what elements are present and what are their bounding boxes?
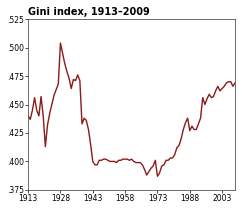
Text: Gini index, 1913–2009: Gini index, 1913–2009 xyxy=(28,7,150,17)
